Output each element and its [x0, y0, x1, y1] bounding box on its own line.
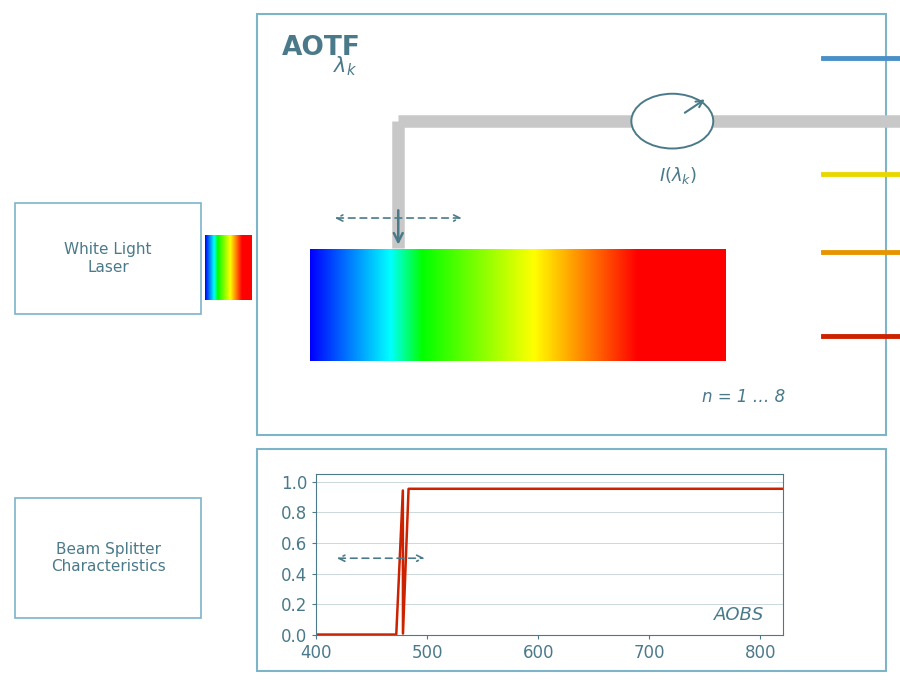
- Text: $\lambda_k$: $\lambda_k$: [333, 55, 356, 78]
- Text: White Light
Laser: White Light Laser: [64, 242, 152, 275]
- Circle shape: [631, 94, 713, 149]
- Text: Beam Splitter
Characteristics: Beam Splitter Characteristics: [50, 542, 166, 575]
- Text: n = 1 … 8: n = 1 … 8: [702, 388, 786, 406]
- Text: AOTF: AOTF: [282, 35, 361, 61]
- Text: AOBS: AOBS: [714, 606, 764, 624]
- Text: $I(\lambda_k)$: $I(\lambda_k)$: [660, 165, 698, 186]
